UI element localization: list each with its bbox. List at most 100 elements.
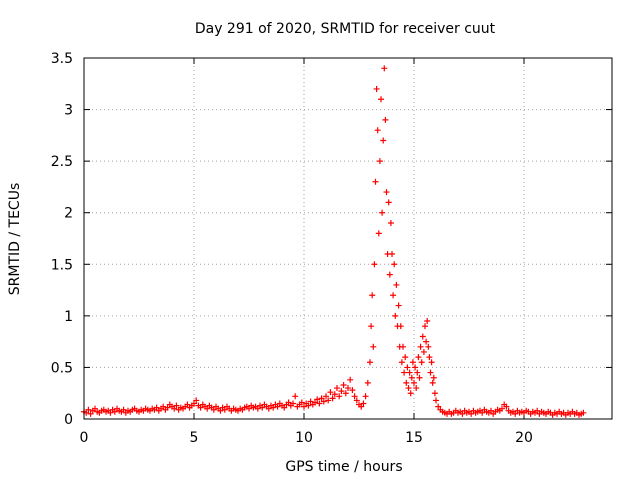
data-point bbox=[411, 379, 417, 386]
data-point bbox=[160, 403, 167, 410]
data-point bbox=[386, 271, 393, 278]
data-point bbox=[435, 403, 442, 410]
data-point bbox=[92, 405, 98, 412]
data-point bbox=[246, 405, 252, 412]
data-point bbox=[274, 403, 281, 410]
data-point bbox=[420, 348, 427, 355]
data-point bbox=[407, 390, 414, 397]
data-point bbox=[379, 209, 386, 216]
data-point bbox=[298, 399, 305, 406]
y-tick-label: 0 bbox=[64, 412, 73, 428]
data-point bbox=[415, 354, 422, 361]
data-point bbox=[409, 359, 416, 366]
data-point bbox=[312, 399, 318, 406]
data-point bbox=[301, 403, 307, 410]
data-point bbox=[383, 189, 390, 196]
data-point bbox=[428, 359, 435, 366]
data-point bbox=[364, 379, 371, 386]
data-point bbox=[111, 408, 118, 415]
data-point bbox=[381, 65, 388, 72]
x-tick-label: 15 bbox=[405, 430, 423, 446]
data-point bbox=[347, 376, 354, 383]
data-point bbox=[334, 385, 340, 392]
data-point bbox=[468, 410, 475, 417]
data-point bbox=[422, 323, 428, 330]
data-point bbox=[353, 397, 360, 404]
data-point bbox=[85, 406, 92, 413]
data-point bbox=[392, 312, 399, 319]
x-axis-label: GPS time / hours bbox=[285, 459, 402, 475]
data-point bbox=[427, 369, 434, 376]
data-point bbox=[270, 404, 277, 411]
data-point bbox=[349, 387, 356, 394]
data-point bbox=[342, 390, 349, 397]
data-point bbox=[323, 393, 329, 400]
y-tick-label: 0.5 bbox=[51, 360, 73, 376]
data-point bbox=[120, 406, 127, 413]
data-point bbox=[204, 405, 211, 412]
data-point bbox=[373, 85, 380, 92]
data-point bbox=[417, 343, 424, 350]
data-point bbox=[307, 398, 314, 405]
data-point bbox=[512, 410, 519, 417]
data-point bbox=[400, 343, 406, 350]
chart-title: Day 291 of 2020, SRMTID for receiver cuu… bbox=[195, 21, 496, 37]
data-point bbox=[360, 400, 367, 407]
data-point bbox=[431, 390, 438, 397]
grid bbox=[83, 57, 612, 420]
data-point bbox=[290, 400, 296, 407]
y-tick-label: 2 bbox=[64, 206, 73, 222]
x-tick-label: 10 bbox=[295, 430, 313, 446]
data-point bbox=[375, 230, 382, 237]
data-point bbox=[426, 354, 433, 361]
data-point bbox=[418, 359, 425, 366]
data-point bbox=[419, 333, 426, 340]
data-point bbox=[403, 379, 410, 386]
data-point bbox=[408, 374, 415, 381]
data-point bbox=[338, 388, 345, 395]
data-point bbox=[397, 323, 404, 330]
y-axis-label: SRMTID / TECUs bbox=[7, 183, 23, 296]
data-point bbox=[318, 395, 325, 402]
x-tick-label: 0 bbox=[80, 430, 89, 446]
data-point bbox=[281, 404, 288, 411]
data-point bbox=[580, 409, 587, 416]
data-point bbox=[406, 369, 413, 376]
data-point bbox=[371, 261, 378, 268]
data-point bbox=[325, 397, 332, 404]
y-tick-label: 3.5 bbox=[51, 51, 73, 67]
data-point bbox=[197, 404, 204, 411]
data-point bbox=[87, 410, 94, 417]
data-point bbox=[374, 127, 381, 134]
data-point bbox=[191, 400, 197, 407]
data-point bbox=[305, 402, 312, 409]
data-point bbox=[254, 405, 261, 412]
data-point bbox=[387, 220, 394, 227]
data-point bbox=[184, 401, 191, 408]
data-point bbox=[193, 397, 200, 404]
data-point bbox=[316, 400, 323, 407]
data-point bbox=[265, 405, 272, 412]
data-point bbox=[402, 354, 409, 361]
data-point bbox=[210, 406, 217, 413]
x-tick-label: 20 bbox=[515, 430, 533, 446]
data-point bbox=[345, 385, 351, 392]
data-point bbox=[393, 281, 400, 288]
data-point bbox=[378, 96, 384, 103]
data-point bbox=[164, 404, 171, 411]
y-tick-label: 1 bbox=[64, 309, 73, 325]
data-point bbox=[362, 393, 369, 400]
data-point bbox=[499, 405, 505, 412]
plot-frame bbox=[83, 57, 613, 420]
data-point bbox=[404, 364, 411, 371]
data-point bbox=[424, 318, 431, 325]
data-point bbox=[488, 407, 494, 414]
data-point bbox=[416, 374, 423, 381]
data-point bbox=[398, 359, 405, 366]
data-point bbox=[369, 292, 376, 299]
data-point bbox=[372, 178, 379, 185]
data-point bbox=[367, 359, 373, 366]
data-point bbox=[534, 407, 541, 414]
data-point bbox=[380, 137, 387, 144]
data-point bbox=[414, 369, 421, 376]
